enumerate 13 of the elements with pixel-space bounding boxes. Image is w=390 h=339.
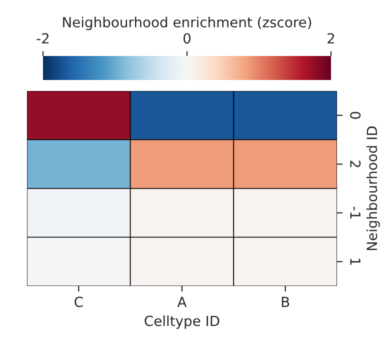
x-tick-label: C	[74, 296, 83, 308]
y-tick-label: 0	[350, 112, 361, 119]
x-tick-label: B	[282, 296, 290, 307]
y-tick-label: 2	[350, 160, 361, 168]
color-bar-label: -2	[36, 33, 49, 44]
x-tick-label: A	[177, 296, 187, 307]
y-tick-label: 1	[350, 258, 360, 265]
color-bar-label: 0	[183, 33, 190, 44]
color-bar-title: Neighbourhood enrichment (zscore)	[63, 16, 312, 30]
y-tick-label: -1	[350, 206, 360, 219]
color-bar-label: 2	[328, 33, 334, 44]
y-axis-title: Neighbourhood ID	[366, 126, 380, 250]
x-axis-title: Celltype ID	[144, 315, 220, 329]
